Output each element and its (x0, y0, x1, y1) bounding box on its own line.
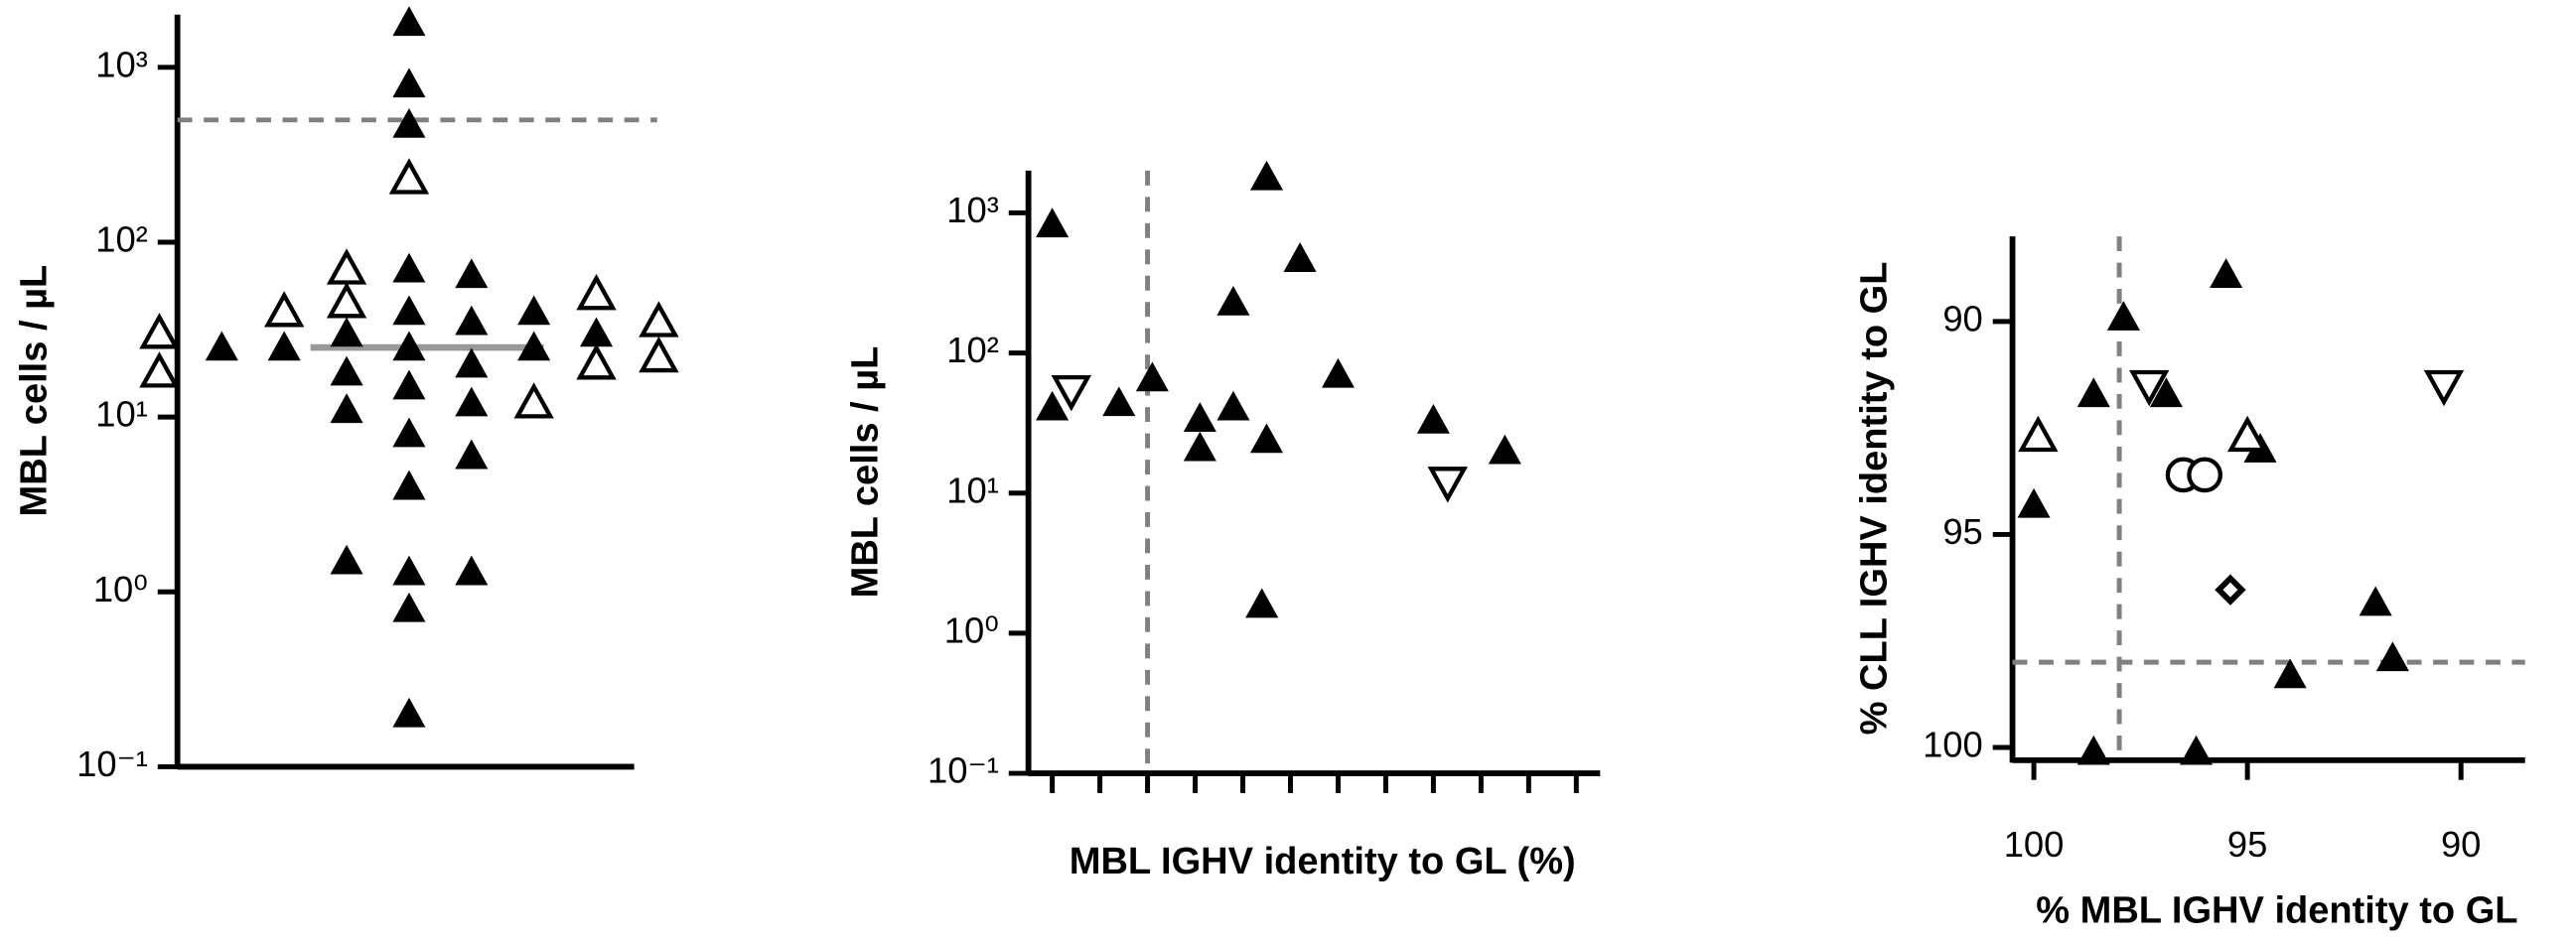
y-tick-label: 10¹ (95, 394, 148, 435)
y-axis-label: % CLL IGHV identity to GL (1853, 262, 1895, 736)
data-point (639, 301, 679, 337)
y-tick-label: 10³ (95, 44, 148, 84)
data-point (2017, 487, 2051, 518)
data-point (579, 317, 614, 347)
y-tick-label: 10⁰ (93, 569, 148, 609)
y-tick-label: 10² (946, 330, 999, 370)
data-point (2359, 586, 2392, 616)
data-point (1135, 361, 1169, 392)
y-tick-label: 10¹ (946, 470, 999, 510)
data-point (2375, 641, 2409, 672)
data-point (388, 158, 430, 195)
data-point (639, 336, 679, 373)
y-tick-label: 95 (1942, 511, 1982, 552)
data-point (326, 282, 367, 319)
data-point (1427, 467, 1468, 503)
data-point (1102, 386, 1136, 417)
y-tick-label: 10⁰ (944, 610, 999, 651)
x-tick-label: 100 (2004, 824, 2065, 865)
y-tick-label: 10⁻¹ (928, 750, 999, 791)
data-point (455, 386, 489, 417)
data-point (2215, 574, 2246, 606)
data-point (264, 291, 305, 328)
data-point (330, 317, 363, 347)
data-point (1216, 390, 1250, 421)
y-tick-label: 100 (1923, 725, 1983, 765)
data-point (2106, 301, 2140, 331)
data-point (392, 555, 426, 586)
data-point (326, 248, 367, 285)
data-point (2273, 658, 2307, 689)
data-point (1036, 207, 1070, 238)
data-point (576, 343, 617, 380)
y-axis-label: MBL cells / µL (13, 265, 55, 517)
data-point (267, 331, 301, 361)
data-point (1249, 160, 1284, 191)
data-point (2187, 457, 2222, 493)
data-point (1245, 588, 1279, 618)
data-point (1249, 423, 1284, 454)
data-point (1321, 357, 1356, 388)
data-point (392, 417, 426, 448)
data-point (2226, 415, 2268, 453)
data-point (2179, 735, 2214, 765)
data-point (455, 555, 489, 586)
x-tick-label: 95 (2227, 824, 2267, 865)
data-point (2076, 377, 2110, 408)
data-point (1283, 242, 1317, 272)
data-point (1216, 285, 1250, 316)
data-point (1488, 434, 1521, 465)
data-point (392, 67, 426, 98)
data-point (392, 592, 426, 622)
data-point (2076, 735, 2110, 765)
data-point (392, 331, 426, 361)
data-point (2149, 377, 2183, 408)
data-point (455, 258, 489, 289)
data-point (513, 382, 554, 419)
data-point (2210, 258, 2243, 288)
data-point (392, 369, 426, 400)
data-point (1416, 404, 1450, 434)
y-tick-label: 90 (1942, 299, 1982, 339)
data-point (392, 108, 426, 138)
x-axis-label: % MBL IGHV identity to GL (2036, 890, 2517, 932)
data-point (455, 305, 489, 336)
data-point (392, 295, 426, 326)
data-point (139, 351, 180, 388)
data-point (2423, 369, 2465, 407)
data-point (455, 347, 489, 378)
data-point (2018, 415, 2059, 453)
data-point (392, 470, 426, 500)
x-axis-label: MBL IGHV identity to GL (%) (1070, 841, 1576, 882)
data-point (1183, 431, 1216, 462)
y-tick-label: 10³ (946, 190, 999, 230)
data-point (139, 313, 180, 349)
data-point (517, 295, 551, 326)
data-point (2129, 369, 2170, 407)
data-point (517, 331, 551, 361)
y-tick-label: 10⁻¹ (76, 743, 148, 784)
data-point (1036, 390, 1070, 421)
data-point (392, 252, 426, 283)
data-point (1183, 402, 1216, 432)
data-point (392, 6, 426, 37)
data-point (205, 331, 238, 361)
y-tick-label: 10² (95, 219, 148, 260)
data-point (392, 697, 426, 728)
data-point (1051, 374, 1091, 412)
data-point (330, 393, 363, 424)
data-point (455, 439, 489, 470)
data-point (330, 355, 363, 386)
data-point (576, 274, 617, 311)
x-tick-label: 90 (2441, 824, 2481, 865)
data-point (330, 544, 363, 575)
y-axis-label: MBL cells / µL (845, 346, 887, 599)
